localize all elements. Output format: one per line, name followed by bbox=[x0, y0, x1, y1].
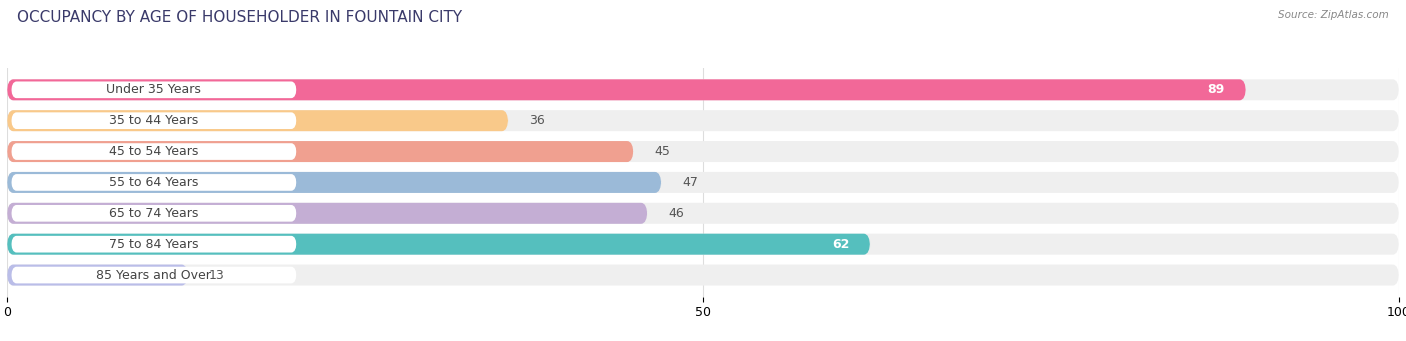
FancyBboxPatch shape bbox=[7, 265, 1399, 285]
FancyBboxPatch shape bbox=[7, 110, 1399, 131]
Text: 46: 46 bbox=[668, 207, 683, 220]
FancyBboxPatch shape bbox=[7, 172, 661, 193]
Text: OCCUPANCY BY AGE OF HOUSEHOLDER IN FOUNTAIN CITY: OCCUPANCY BY AGE OF HOUSEHOLDER IN FOUNT… bbox=[17, 10, 463, 25]
FancyBboxPatch shape bbox=[11, 81, 297, 98]
Text: 89: 89 bbox=[1208, 83, 1225, 96]
FancyBboxPatch shape bbox=[7, 141, 1399, 162]
Text: Under 35 Years: Under 35 Years bbox=[107, 83, 201, 96]
FancyBboxPatch shape bbox=[11, 205, 297, 222]
FancyBboxPatch shape bbox=[7, 110, 508, 131]
FancyBboxPatch shape bbox=[7, 265, 188, 285]
FancyBboxPatch shape bbox=[11, 174, 297, 191]
FancyBboxPatch shape bbox=[11, 267, 297, 283]
Text: 65 to 74 Years: 65 to 74 Years bbox=[110, 207, 198, 220]
FancyBboxPatch shape bbox=[7, 203, 647, 224]
Text: 13: 13 bbox=[209, 269, 225, 282]
Text: 62: 62 bbox=[832, 238, 849, 251]
FancyBboxPatch shape bbox=[11, 236, 297, 253]
FancyBboxPatch shape bbox=[7, 172, 1399, 193]
FancyBboxPatch shape bbox=[7, 79, 1246, 100]
FancyBboxPatch shape bbox=[7, 234, 1399, 255]
FancyBboxPatch shape bbox=[7, 79, 1399, 100]
FancyBboxPatch shape bbox=[7, 234, 870, 255]
FancyBboxPatch shape bbox=[7, 203, 1399, 224]
Text: 36: 36 bbox=[529, 114, 544, 127]
Text: Source: ZipAtlas.com: Source: ZipAtlas.com bbox=[1278, 10, 1389, 20]
Text: 45: 45 bbox=[654, 145, 671, 158]
Text: 55 to 64 Years: 55 to 64 Years bbox=[110, 176, 198, 189]
FancyBboxPatch shape bbox=[11, 112, 297, 129]
Text: 35 to 44 Years: 35 to 44 Years bbox=[110, 114, 198, 127]
FancyBboxPatch shape bbox=[7, 141, 633, 162]
Text: 45 to 54 Years: 45 to 54 Years bbox=[110, 145, 198, 158]
Text: 47: 47 bbox=[682, 176, 697, 189]
Text: 85 Years and Over: 85 Years and Over bbox=[97, 269, 211, 282]
Text: 75 to 84 Years: 75 to 84 Years bbox=[110, 238, 198, 251]
FancyBboxPatch shape bbox=[11, 143, 297, 160]
